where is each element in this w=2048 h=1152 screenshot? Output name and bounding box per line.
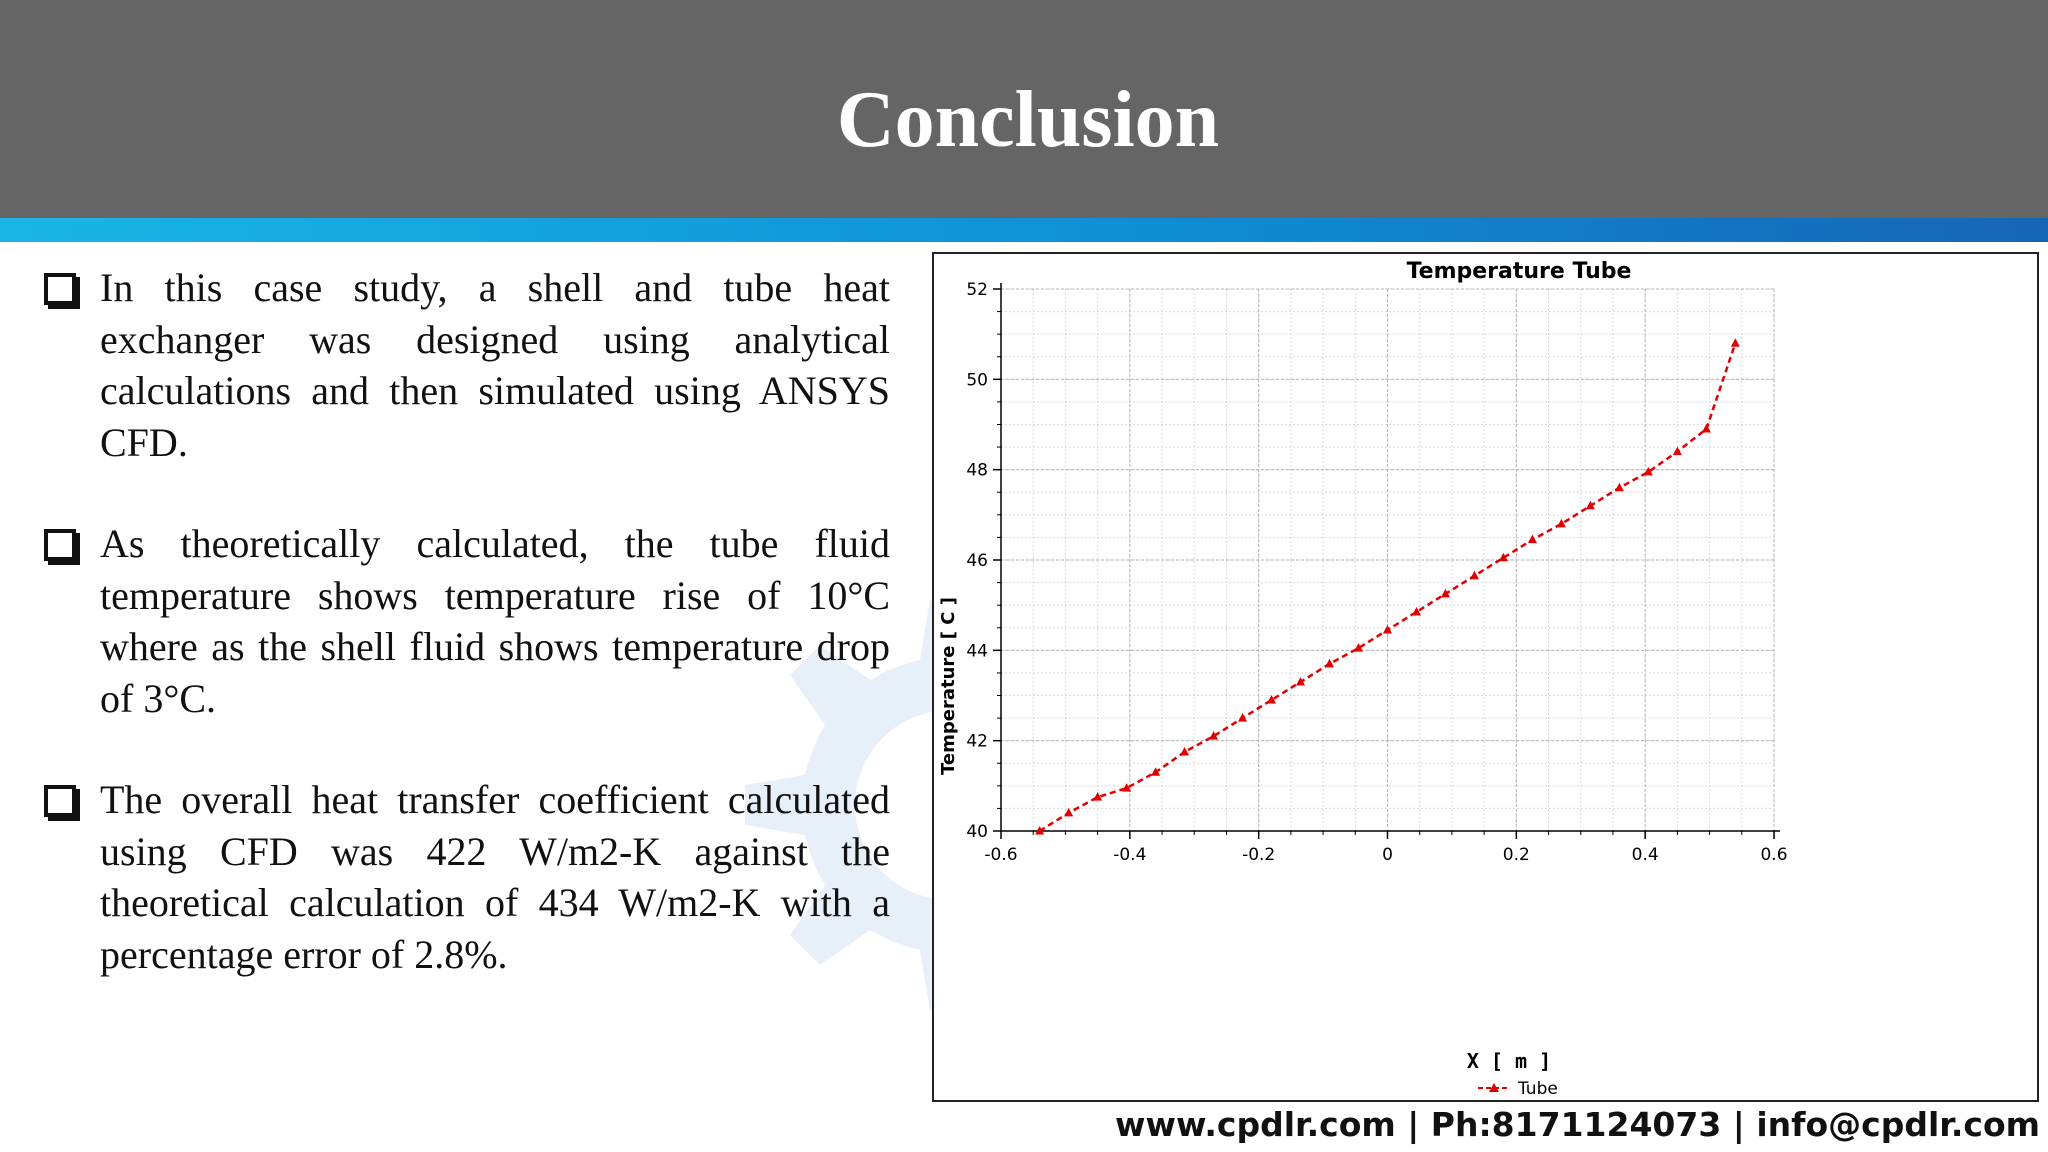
data-point-marker [1672,446,1682,456]
x-tick-label: 0.4 [1632,845,1659,865]
data-point-marker [1296,676,1306,686]
data-point-marker [1730,338,1740,347]
legend-label-tube: Tube [1517,1079,1558,1099]
x-tick-label: -0.6 [984,845,1017,865]
bullet-text: The overall heat transfer coefficient ca… [100,777,890,977]
data-point-marker [1354,643,1364,652]
data-point-marker [1122,783,1132,792]
data-point-marker [1614,482,1624,492]
y-tick-label: 40 [966,822,988,842]
data-point-marker [1267,695,1277,704]
data-point-marker [1064,807,1074,817]
chart-legend: Tube [1478,1079,1558,1099]
data-point-marker [1527,534,1537,544]
y-tick-label: 42 [966,732,988,752]
data-point-marker [1498,552,1508,562]
data-point-marker [1325,658,1335,668]
data-point-marker [1238,713,1248,722]
x-tick-label: -0.2 [1242,845,1275,865]
data-point-marker [1035,826,1045,835]
x-tick-label: 0.6 [1760,845,1787,865]
y-tick-label: 48 [966,461,988,481]
data-point-marker [1180,746,1190,756]
slide-title: Conclusion [836,76,1220,164]
data-point-marker [1585,500,1595,510]
legend-marker-icon [1489,1083,1499,1092]
slide-header [0,0,2048,220]
checkbox-bullet-icon [44,785,76,817]
chart-canvas: -0.6 -0.4 -0.2 0 0.2 0.4 0.6 40 42 44 46 48 50 52 Tem… [938,259,1788,1099]
accent-bar [0,218,2048,242]
data-point-marker [1701,424,1711,433]
footer-contact: www.cpdlr.com | Ph:8171124073 | info@cpd… [1115,1105,2040,1144]
data-point-marker [1209,731,1219,740]
x-tick-label: 0.2 [1503,845,1530,865]
data-point-marker [1151,767,1161,776]
y-tick-label: 50 [966,370,988,390]
bullet-text: In this case study, a shell and tube hea… [100,265,890,465]
bullet-item: As theoretically calculated, the tube fl… [44,518,890,724]
x-tick-label: 0 [1382,845,1393,865]
bullet-text: As theoretically calculated, the tube fl… [100,521,890,721]
y-tick-label: 52 [966,280,988,300]
data-point-marker [1440,588,1450,598]
bullet-item: In this case study, a shell and tube hea… [44,262,890,468]
data-point-marker [1411,606,1421,616]
data-point-marker [1556,518,1566,528]
chart-title: Temperature Tube [1407,259,1632,284]
x-axis-label: X [ m ] [1467,1049,1551,1073]
data-point-marker [1469,570,1479,580]
y-tick-label: 44 [966,641,988,661]
checkbox-bullet-icon [44,273,76,305]
y-axis-label: Temperature [ C ] [938,597,959,775]
data-point-marker [1643,466,1653,476]
bullet-item: The overall heat transfer coefficient ca… [44,774,890,980]
data-point-marker [1093,792,1103,801]
data-point-marker [1383,625,1392,634]
x-tick-label: -0.4 [1113,845,1146,865]
checkbox-bullet-icon [44,529,76,561]
y-tick-label: 46 [966,551,988,571]
temperature-chart: -0.6 -0.4 -0.2 0 0.2 0.4 0.6 40 42 44 46 48 50 52 Tem… [932,252,2039,1102]
